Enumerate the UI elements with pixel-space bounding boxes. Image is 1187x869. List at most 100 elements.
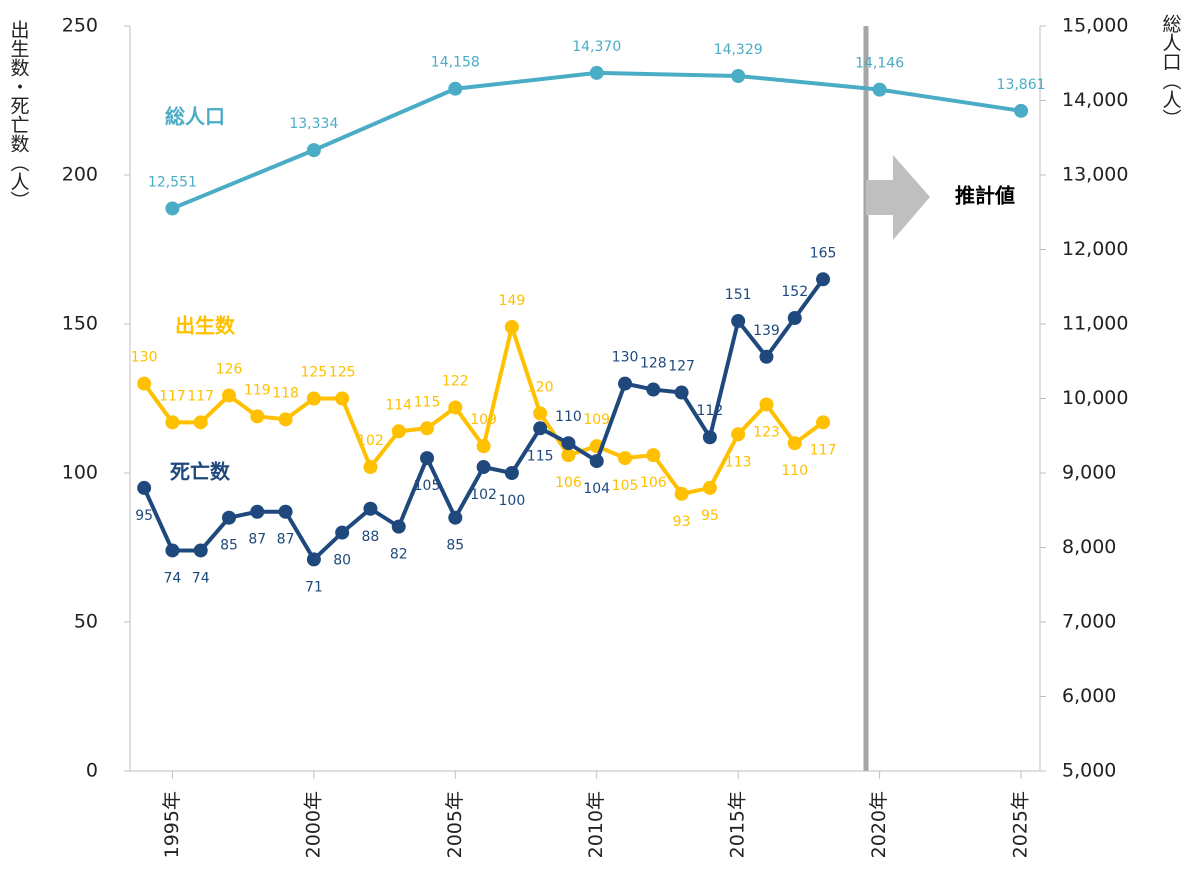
data-label: 130 — [612, 350, 639, 366]
data-label: 100 — [499, 493, 526, 509]
data-label: 149 — [499, 293, 526, 309]
data-point — [448, 510, 463, 525]
data-label: 82 — [390, 547, 408, 563]
data-label: 71 — [305, 579, 323, 595]
data-point — [759, 349, 774, 364]
data-label: 117 — [810, 442, 837, 458]
data-label: 152 — [781, 284, 808, 300]
data-point — [250, 504, 265, 519]
data-point — [646, 448, 661, 463]
data-label: 12,551 — [148, 174, 197, 190]
data-label: 123 — [753, 424, 780, 440]
y-tick-label: 150 — [62, 313, 98, 335]
data-point — [222, 510, 237, 525]
data-point — [674, 486, 689, 501]
data-point — [731, 68, 746, 83]
data-label: 74 — [164, 570, 182, 586]
data-label: 105 — [612, 478, 639, 494]
data-point — [787, 436, 802, 451]
y-tick-label: 200 — [62, 164, 98, 186]
data-point — [731, 427, 746, 442]
data-label: 112 — [697, 403, 724, 419]
y-tick-label: 50 — [74, 611, 98, 633]
data-label: 106 — [640, 475, 667, 491]
legend-label: 出生数 — [175, 314, 236, 338]
y-tick-label: 0 — [86, 760, 98, 782]
annotation: 推計値 — [955, 184, 1015, 208]
y2-tick-label: 5,000 — [1062, 760, 1116, 782]
data-label: 14,370 — [572, 39, 621, 55]
data-label: 120 — [527, 379, 554, 395]
data-label: 114 — [385, 397, 412, 413]
data-point — [702, 430, 717, 445]
data-point — [504, 466, 519, 480]
y2-tick-label: 12,000 — [1062, 238, 1128, 260]
data-point — [278, 412, 293, 427]
data-point — [222, 388, 237, 403]
data-label: 117 — [187, 388, 214, 404]
data-point — [165, 201, 180, 216]
data-point — [363, 460, 378, 475]
data-label: 14,329 — [714, 42, 763, 58]
data-label: 87 — [277, 532, 295, 548]
data-point — [1014, 103, 1029, 118]
y-tick-label: 100 — [62, 462, 98, 484]
data-point — [391, 519, 406, 534]
data-point — [306, 143, 321, 158]
data-point — [561, 436, 576, 451]
data-label: 105 — [414, 478, 441, 494]
data-point — [702, 480, 717, 495]
data-point — [561, 448, 576, 463]
data-label: 113 — [725, 454, 752, 470]
data-label: 125 — [300, 365, 327, 381]
data-point — [137, 480, 152, 495]
data-point — [306, 391, 321, 406]
y-axis-label: 出生数・死亡数（人） — [8, 20, 30, 210]
data-label: 13,334 — [289, 116, 338, 132]
data-label: 13,861 — [997, 77, 1046, 93]
y2-tick-label: 6,000 — [1062, 685, 1116, 707]
data-point — [618, 376, 633, 391]
data-label: 88 — [362, 529, 380, 545]
data-label: 85 — [220, 538, 238, 554]
y2-tick-label: 7,000 — [1062, 611, 1116, 633]
forecast-arrow — [866, 155, 930, 240]
data-point — [448, 81, 463, 96]
data-label: 109 — [470, 412, 497, 428]
data-point — [533, 406, 548, 421]
data-label: 115 — [527, 448, 554, 464]
x-tick-label: 1995年 — [161, 791, 183, 858]
x-tick-label: 2020年 — [868, 791, 890, 858]
data-label: 74 — [192, 570, 210, 586]
data-point — [816, 272, 831, 287]
data-point — [306, 552, 321, 567]
data-label: 95 — [135, 508, 153, 524]
data-label: 126 — [216, 362, 243, 378]
data-label: 109 — [583, 412, 610, 428]
data-label: 165 — [810, 245, 837, 261]
data-label: 87 — [248, 532, 266, 548]
y2-axis-label: 総人口（人） — [1160, 14, 1182, 128]
x-tick-label: 2005年 — [444, 791, 466, 858]
legend-label: 死亡数 — [170, 460, 231, 484]
y2-tick-label: 14,000 — [1062, 89, 1128, 111]
data-label: 102 — [470, 487, 497, 503]
data-label: 110 — [555, 409, 582, 425]
data-point — [448, 400, 463, 415]
data-point — [420, 451, 435, 466]
data-point — [872, 82, 887, 97]
data-point — [250, 409, 265, 424]
data-point — [589, 454, 604, 469]
x-tick-label: 2025年 — [1010, 791, 1032, 858]
data-point — [391, 424, 406, 439]
data-label: 93 — [673, 514, 691, 530]
x-tick-label: 2000年 — [302, 791, 324, 858]
y2-tick-label: 9,000 — [1062, 462, 1116, 484]
x-tick-label: 2015年 — [727, 791, 749, 858]
data-point — [533, 421, 548, 436]
data-label: 117 — [159, 388, 186, 404]
data-label: 104 — [583, 481, 610, 497]
data-point — [165, 415, 180, 430]
data-point — [589, 65, 604, 80]
